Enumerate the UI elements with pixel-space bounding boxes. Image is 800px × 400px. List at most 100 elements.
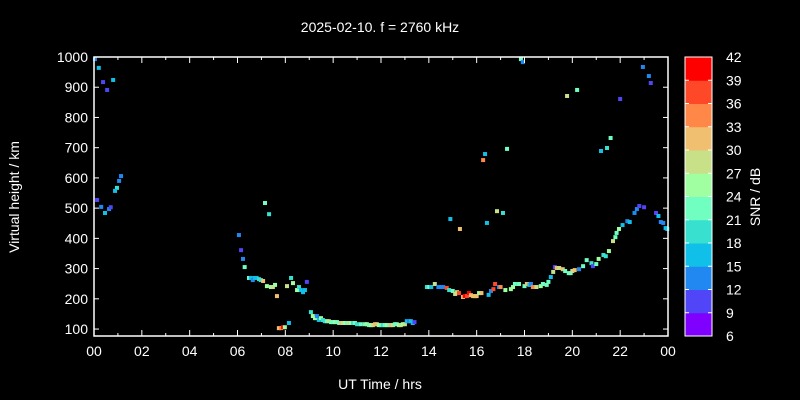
data-point — [494, 209, 499, 214]
data-point — [340, 321, 345, 326]
data-point — [648, 80, 653, 85]
colorbar-tick-label: 36 — [726, 96, 742, 112]
data-point — [326, 319, 331, 324]
data-point — [99, 204, 104, 209]
colorbar-tick-label: 18 — [726, 235, 742, 251]
data-point — [516, 282, 521, 287]
data-point — [538, 284, 543, 289]
data-point — [282, 325, 287, 330]
data-point — [95, 197, 100, 202]
data-point — [304, 279, 309, 284]
y-tick-label: 1000 — [57, 49, 88, 65]
data-point — [258, 278, 263, 283]
colorbar-bin — [685, 57, 712, 81]
data-point — [658, 220, 663, 225]
data-point — [382, 323, 387, 328]
data-point — [634, 207, 639, 212]
data-point — [508, 287, 513, 292]
colorbar-tick-label: 6 — [726, 328, 734, 344]
data-point — [616, 226, 621, 231]
data-point — [646, 74, 651, 79]
data-point — [489, 288, 494, 293]
data-point — [575, 87, 580, 92]
plot-frame — [93, 56, 669, 337]
data-point — [483, 152, 488, 157]
data-point — [450, 288, 455, 293]
data-point — [370, 323, 375, 328]
data-point — [286, 321, 291, 326]
data-point — [620, 223, 625, 228]
data-point — [632, 210, 637, 215]
data-point — [242, 265, 247, 270]
data-point — [654, 210, 659, 215]
data-point — [481, 158, 486, 163]
data-point — [563, 269, 568, 274]
colorbar-tick-label: 42 — [726, 49, 742, 65]
data-point — [551, 269, 556, 274]
data-point — [432, 282, 437, 287]
x-tick-label: 20 — [565, 343, 581, 359]
y-tick-label: 700 — [65, 140, 89, 156]
data-point — [474, 294, 479, 299]
colorbar-bin — [685, 266, 712, 290]
data-point — [289, 275, 294, 280]
data-point — [599, 149, 604, 154]
axes: 00 02 04 06 08 10 12 14 16 18 20 22 00 100 200 300 400 50… — [57, 49, 676, 359]
x-tick-label: 16 — [469, 343, 485, 359]
data-point — [96, 65, 101, 70]
data-point — [276, 326, 281, 331]
colorbar-bin — [685, 80, 712, 104]
colorbar-tick-label: 12 — [726, 282, 742, 298]
data-point — [568, 271, 573, 276]
x-tick-label: 12 — [373, 343, 389, 359]
data-point — [273, 282, 278, 287]
colorbar-bin — [685, 126, 712, 151]
data-point — [394, 322, 399, 327]
data-point — [484, 220, 489, 225]
data-point — [301, 290, 306, 295]
data-point — [462, 294, 467, 299]
data-point — [302, 288, 307, 293]
data-point — [520, 60, 525, 65]
colorbar-bin — [685, 312, 712, 337]
data-point — [557, 265, 562, 270]
data-point — [589, 261, 594, 266]
data-point — [330, 320, 335, 325]
data-point — [108, 205, 113, 210]
data-point — [114, 185, 119, 190]
data-point — [101, 80, 106, 85]
data-point — [264, 284, 269, 289]
data-point — [590, 264, 595, 269]
data-point — [544, 282, 549, 287]
data-point — [448, 217, 453, 222]
data-point — [605, 145, 610, 150]
x-tick-label: 02 — [134, 343, 150, 359]
data-point — [274, 294, 279, 299]
data-point — [263, 200, 268, 205]
data-point — [613, 235, 618, 240]
data-points — [92, 57, 670, 331]
colorbar-bin — [685, 196, 712, 221]
data-point — [505, 146, 510, 151]
data-point — [491, 287, 496, 292]
colorbar-bin — [685, 289, 712, 314]
data-point — [334, 320, 339, 325]
data-point — [404, 319, 409, 324]
y-tick-label: 900 — [65, 79, 89, 95]
data-point — [530, 285, 535, 290]
data-point — [364, 322, 369, 327]
colorbar-tick-label: 24 — [726, 189, 742, 205]
data-point — [119, 174, 124, 179]
colorbar-tick-label: 33 — [726, 119, 742, 135]
data-point — [498, 285, 503, 290]
data-point — [322, 319, 327, 324]
colorbar-tick-label: 39 — [726, 72, 742, 88]
data-point — [376, 323, 381, 328]
data-point — [548, 275, 553, 280]
y-tick-label: 600 — [65, 170, 89, 186]
data-point — [314, 314, 319, 319]
data-point — [618, 97, 623, 102]
colorbar-tick-label: 27 — [726, 165, 742, 181]
colorbar-bin — [685, 173, 712, 197]
